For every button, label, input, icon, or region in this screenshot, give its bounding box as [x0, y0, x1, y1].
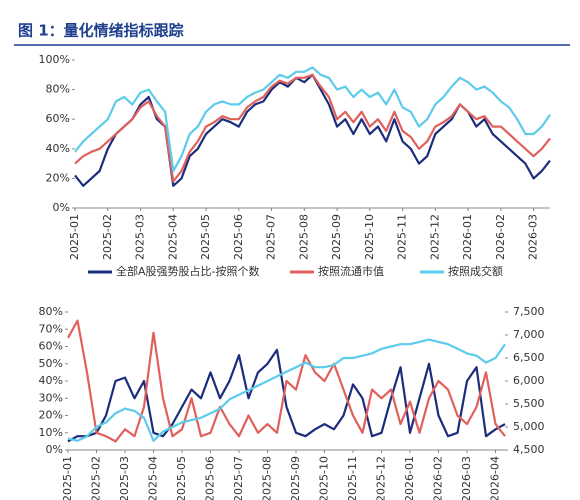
y-tick-label: 70%: [39, 322, 63, 335]
y-tick-label: 60%: [39, 340, 63, 353]
x-tick-label: 2025-07: [232, 456, 245, 500]
y-tick-label: 30%: [39, 391, 63, 404]
x-tick-label: 2026-03: [460, 456, 473, 500]
y-tick-label: 80%: [39, 305, 63, 318]
legend-label: 按照流通市值: [318, 264, 384, 278]
y2-tick-label: 6,000: [513, 374, 545, 387]
y2-tick-label: 4,500: [513, 443, 545, 456]
y-tick-label: 40%: [46, 142, 70, 155]
x-tick-label: 2026-01: [461, 214, 474, 260]
x-tick-label: 2025-02: [90, 456, 103, 500]
x-tick-label: 2025-10: [363, 214, 376, 260]
x-tick-label: 2025-03: [118, 456, 131, 500]
x-tick-label: 2026-04: [489, 456, 502, 500]
x-tick-label: 2025-11: [396, 214, 409, 260]
x-tick-label: 2025-08: [297, 214, 310, 260]
y2-tick-label: 5,500: [513, 397, 545, 410]
series-line: [74, 66, 551, 173]
y-tick-label: 100%: [39, 53, 70, 66]
x-tick-label: 2025-01: [61, 456, 74, 500]
y-tick-label: 0%: [53, 201, 70, 214]
y2-tick-label: 6,500: [513, 351, 545, 364]
legend-label: 全部A股强势股占比-按照个数: [116, 264, 260, 278]
x-tick-label: 2026-01: [403, 456, 416, 500]
x-tick-label: 2025-09: [289, 456, 302, 500]
x-tick-label: 2025-04: [147, 456, 160, 500]
y-tick-label: 10%: [39, 426, 63, 439]
x-tick-label: 2025-02: [101, 214, 114, 260]
series-line: [74, 73, 551, 183]
y2-tick-label: 7,000: [513, 328, 545, 341]
y-tick-label: 0%: [46, 443, 63, 456]
x-tick-label: 2025-11: [346, 456, 359, 500]
x-tick-label: 2025-05: [199, 214, 212, 260]
y-tick-label: 20%: [46, 171, 70, 184]
y-tick-label: 60%: [46, 112, 70, 125]
x-tick-label: 2025-09: [330, 214, 343, 260]
series-line: [67, 348, 506, 443]
x-tick-label: 2025-01: [68, 214, 81, 260]
x-tick-label: 2025-05: [175, 456, 188, 500]
x-tick-label: 2025-06: [232, 214, 245, 260]
figure-title: 图 1：量化情绪指标跟踪: [18, 22, 184, 40]
y2-tick-label: 7,500: [513, 305, 545, 318]
x-tick-label: 2025-06: [204, 456, 217, 500]
x-tick-label: 2025-12: [428, 214, 441, 260]
y-tick-label: 40%: [39, 374, 63, 387]
x-tick-label: 2026-02: [494, 214, 507, 260]
x-tick-label: 2026-03: [527, 214, 540, 260]
series-line: [67, 338, 506, 442]
y-tick-label: 80%: [46, 83, 70, 96]
x-tick-label: 2025-08: [261, 456, 274, 500]
x-tick-label: 2025-10: [318, 456, 331, 500]
y-tick-label: 50%: [39, 357, 63, 370]
x-tick-label: 2025-03: [134, 214, 147, 260]
x-tick-label: 2025-07: [265, 214, 278, 260]
series-line: [67, 319, 506, 443]
legend-label: 按照成交额: [448, 264, 503, 278]
x-tick-label: 2025-04: [166, 214, 179, 260]
y2-tick-label: 5,000: [513, 420, 545, 433]
x-tick-label: 2026-02: [432, 456, 445, 500]
x-tick-label: 2025-12: [375, 456, 388, 500]
y-tick-label: 20%: [39, 409, 63, 422]
